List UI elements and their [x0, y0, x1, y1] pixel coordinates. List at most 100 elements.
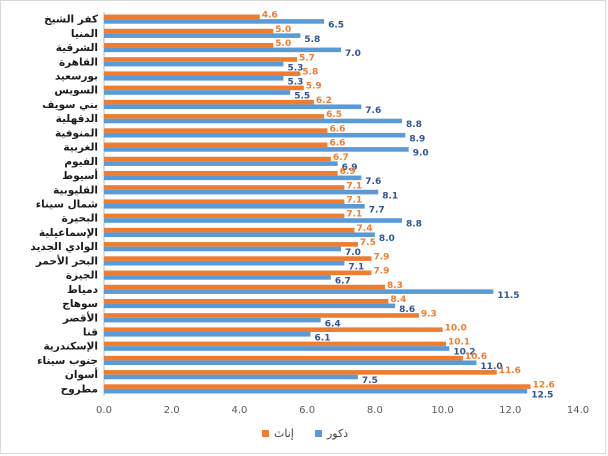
female-value-label: 7.4: [357, 224, 373, 234]
male-bar: [104, 275, 331, 280]
female-value-label: 11.6: [499, 366, 521, 376]
female-bar: [104, 142, 328, 148]
female-bar: [104, 71, 301, 76]
category-label: الجيزة: [66, 270, 98, 282]
category-label: الفيوم: [64, 156, 98, 168]
male-value-label: 10.2: [453, 348, 475, 358]
category-label: جنوب سيناء: [37, 355, 98, 367]
female-value-label: 8.4: [390, 295, 406, 305]
male-value-label: 8.1: [382, 191, 398, 201]
x-tick-label: 0.0: [96, 405, 112, 416]
male-bar: [104, 260, 345, 266]
male-bar: [104, 189, 379, 195]
category-label: سوهاج: [62, 298, 98, 310]
female-bar: [104, 242, 358, 247]
female-value-label: 9.3: [421, 309, 437, 319]
female-value-label: 6.6: [329, 124, 345, 134]
male-value-label: 11.0: [480, 362, 502, 372]
male-bar: [104, 147, 409, 152]
female-bar: [104, 341, 446, 347]
male-value-label: 8.8: [406, 120, 422, 130]
male-bar: [104, 374, 358, 380]
female-bar: [104, 213, 345, 219]
category-label: الأقصر: [62, 311, 98, 324]
male-bar: [104, 19, 325, 24]
category-label: بورسعيد: [55, 71, 98, 83]
category-label: مطروح: [61, 383, 98, 395]
female-value-label: 10.6: [465, 352, 487, 362]
category-label: القليوبية: [53, 184, 98, 196]
male-value-label: 6.5: [328, 21, 344, 31]
category-label: الغربية: [63, 142, 98, 154]
female-value-label: 4.6: [262, 11, 278, 21]
male-bar: [104, 104, 362, 110]
female-value-label: 5.0: [275, 39, 291, 49]
female-value-label: 10.1: [448, 338, 470, 348]
male-bar: [104, 76, 284, 81]
female-value-label: 7.9: [373, 267, 389, 277]
male-value-label: 12.5: [531, 390, 553, 400]
female-value-label: 7.1: [346, 210, 362, 220]
male-value-label: 8.8: [406, 220, 422, 230]
legend-swatch-male: [315, 430, 322, 437]
female-bar: [104, 270, 372, 276]
male-value-label: 6.1: [315, 334, 331, 344]
female-bar: [104, 14, 260, 20]
male-value-label: 8.6: [399, 305, 415, 315]
female-bar: [104, 227, 355, 233]
female-bar: [104, 114, 325, 119]
female-bar: [104, 42, 274, 48]
male-bar: [104, 360, 477, 366]
female-value-label: 6.2: [316, 96, 332, 106]
female-bar: [104, 355, 463, 361]
male-bar: [104, 289, 494, 294]
category-label: بني سويف: [42, 99, 98, 111]
male-value-label: 7.0: [345, 248, 361, 258]
male-bar: [104, 61, 284, 67]
legend-label-female: إناث: [274, 427, 294, 440]
category-label: أسوان: [65, 367, 98, 381]
female-bar: [104, 370, 497, 375]
category-label: الإسكندرية: [43, 341, 98, 353]
x-tick-label: 2.0: [164, 405, 180, 416]
female-bar: [104, 57, 297, 62]
male-bar: [104, 204, 365, 209]
male-bar: [104, 346, 450, 351]
female-value-label: 6.9: [340, 167, 356, 177]
male-value-label: 8.0: [379, 234, 395, 244]
male-bar: [104, 232, 375, 238]
male-bar: [104, 332, 311, 337]
female-bar: [104, 185, 345, 190]
male-bar: [104, 161, 338, 166]
male-bar: [104, 303, 396, 309]
female-value-label: 7.5: [360, 238, 376, 248]
male-bar: [104, 90, 291, 95]
female-value-label: 6.5: [326, 110, 342, 120]
category-label: السويس: [54, 85, 98, 97]
male-value-label: 7.6: [365, 177, 381, 187]
male-bar: [104, 246, 341, 252]
male-value-label: 7.5: [362, 376, 378, 386]
category-label: دمياط: [67, 284, 99, 296]
male-value-label: 7.7: [369, 206, 385, 216]
category-label: البحر الأحمر: [35, 254, 98, 267]
male-value-label: 11.5: [497, 291, 519, 301]
female-value-label: 10.0: [445, 324, 467, 334]
category-label: البحيرة: [62, 213, 98, 225]
male-value-label: 7.1: [348, 262, 364, 272]
female-bar: [104, 128, 328, 133]
category-label: شمال سيناء: [36, 199, 98, 211]
female-value-label: 12.6: [533, 380, 555, 390]
category-label: الوادي الجديد: [30, 241, 98, 253]
female-bar: [104, 199, 345, 204]
male-bar: [104, 33, 301, 38]
female-value-label: 6.6: [329, 139, 345, 149]
female-bar: [104, 99, 314, 105]
female-value-label: 5.0: [275, 25, 291, 35]
legend-label-male: ذكور: [326, 427, 348, 440]
male-value-label: 6.7: [335, 277, 351, 287]
male-value-label: 5.8: [304, 35, 320, 45]
category-label: القاهرة: [59, 56, 98, 68]
female-bar: [104, 298, 389, 304]
